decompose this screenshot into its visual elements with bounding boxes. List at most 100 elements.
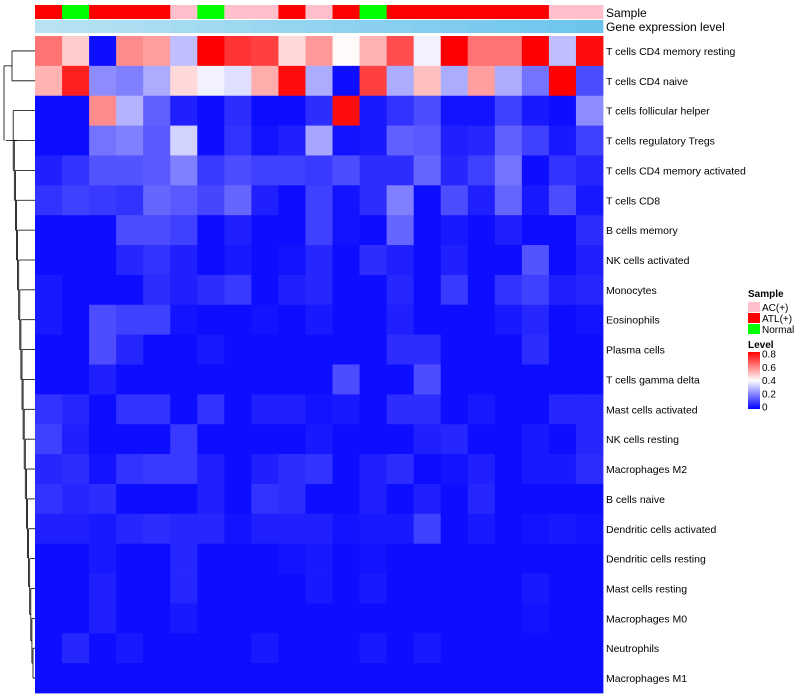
heatmap-cell — [467, 155, 496, 186]
heatmap-cell — [386, 125, 415, 156]
heatmap-cell — [494, 245, 523, 276]
heatmap-cell — [386, 603, 415, 634]
heatmap-cell — [116, 454, 144, 485]
heatmap-cell — [116, 304, 144, 336]
heatmap-cell — [278, 215, 306, 246]
heatmap-cell — [386, 633, 415, 664]
heatmap-cell — [305, 663, 333, 694]
heatmap-cell — [35, 454, 63, 485]
heatmap-cell — [62, 334, 90, 365]
heatmap-cell — [440, 274, 469, 306]
heatmap-cell — [494, 483, 523, 515]
level-tick-label: 0 — [762, 403, 768, 414]
heatmap-cell — [332, 245, 360, 276]
heatmap-cell — [224, 334, 252, 365]
heatmap-cell — [494, 633, 523, 664]
heatmap-cell — [359, 245, 388, 276]
heatmap-cell — [332, 424, 360, 455]
heatmap-cell — [386, 394, 415, 425]
heatmap-cell — [548, 155, 577, 186]
heatmap-cell — [224, 633, 252, 664]
heatmap-cell — [170, 334, 198, 365]
sample-annotation-bar — [35, 5, 604, 19]
heatmap-cell — [521, 454, 550, 485]
heatmap-cell — [575, 125, 604, 156]
heatmap-cell — [35, 394, 63, 425]
heatmap-cell — [278, 543, 306, 574]
heatmap-cell — [386, 483, 415, 515]
heatmap-cell — [278, 125, 306, 156]
heatmap-cell — [521, 424, 550, 455]
row-label: T cells CD4 memory activated — [606, 165, 746, 177]
heatmap-cell — [494, 394, 523, 425]
heatmap-cell — [386, 215, 415, 246]
row-label: Mast cells activated — [606, 404, 698, 416]
heatmap-cell — [224, 95, 252, 126]
heatmap-cell — [35, 573, 63, 604]
heatmap-cell — [89, 663, 117, 694]
heatmap-cell — [197, 603, 225, 634]
heatmap-cell — [170, 95, 198, 126]
heatmap-cell — [251, 543, 279, 574]
gene-annotation-cell — [359, 20, 388, 33]
heatmap-cell — [197, 394, 225, 425]
heatmap-cell — [440, 334, 469, 365]
heatmap-cell — [116, 603, 144, 634]
heatmap-cell — [575, 454, 604, 485]
sample-legend-swatch — [748, 313, 760, 323]
heatmap-cell — [116, 185, 144, 216]
heatmap-cell — [170, 543, 198, 574]
heatmap-cell — [548, 573, 577, 604]
heatmap-cell — [440, 663, 469, 694]
heatmap-cell — [143, 454, 171, 485]
heatmap-cell — [143, 603, 171, 634]
heatmap-cell — [251, 36, 279, 67]
gene-annotation-cell — [575, 20, 604, 33]
heatmap-cell — [89, 513, 117, 545]
heatmap-cell — [251, 334, 279, 365]
heatmap-cell — [197, 125, 225, 156]
heatmap-cell — [359, 454, 388, 485]
heatmap-cell — [467, 513, 496, 545]
heatmap-cell — [548, 663, 577, 694]
heatmap-cell — [170, 125, 198, 156]
row-label: B cells memory — [606, 225, 679, 237]
heatmap-cell — [197, 95, 225, 126]
heatmap-cell — [251, 95, 279, 126]
heatmap-cell — [62, 95, 90, 126]
heatmap-cell — [224, 483, 252, 515]
heatmap-cell — [35, 95, 63, 126]
heatmap-cell — [224, 573, 252, 604]
heatmap-cell — [278, 663, 306, 694]
row-dendrogram — [3, 50, 35, 679]
heatmap-cell — [278, 603, 306, 634]
heatmap-cell — [35, 543, 63, 574]
heatmap-cell — [224, 125, 252, 156]
heatmap-cell — [35, 603, 63, 634]
gene-annotation-cell — [548, 20, 577, 33]
heatmap-cell — [386, 65, 415, 97]
row-label: T cells CD8 — [606, 195, 660, 207]
heatmap-cell — [278, 513, 306, 545]
heatmap-cell — [494, 36, 523, 67]
heatmap-cell — [305, 573, 333, 604]
sample-annotation-cell — [116, 5, 144, 19]
sample-legend-swatch — [748, 324, 760, 334]
heatmap-cell — [494, 185, 523, 216]
heatmap-cell — [494, 543, 523, 574]
heatmap-cell — [575, 215, 604, 246]
heatmap-cell — [332, 304, 360, 336]
heatmap-cell — [548, 483, 577, 515]
heatmap-cell — [575, 573, 604, 604]
heatmap-cell — [575, 543, 604, 574]
heatmap-cell — [575, 663, 604, 694]
heatmap-cell — [575, 155, 604, 186]
heatmap-cell — [548, 215, 577, 246]
heatmap-cell — [332, 633, 360, 664]
heatmap-cell — [413, 185, 442, 216]
heatmap-cell — [359, 543, 388, 574]
heatmap-cell — [494, 573, 523, 604]
heatmap-cell — [548, 633, 577, 664]
heatmap-cell — [386, 185, 415, 216]
